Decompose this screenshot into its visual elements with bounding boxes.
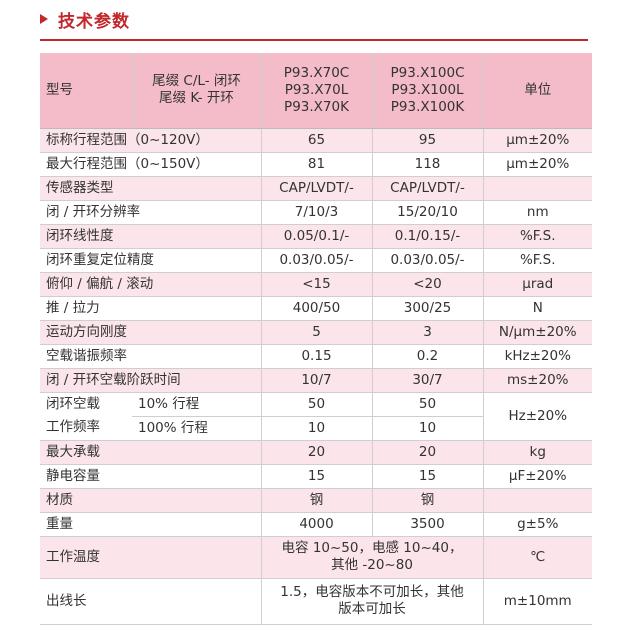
table-row: 闭环重复定位精度 0.03/0.05/- 0.03/0.05/- %F.S. [40,248,592,273]
table-row-frequency-10: 闭环空载 工作频率 10% 行程 50 50 Hz±20% [40,392,592,441]
model-column-2: P93.X100C P93.X100L P93.X100K [371,53,483,129]
model-header: 型号 [40,53,132,129]
model-column-1: P93.X70C P93.X70L P93.X70K [260,53,372,129]
table-row: 材质 钢 钢 [40,488,592,513]
table-row: 运动方向刚度 5 3 N/μm±20% [40,320,592,345]
header-rule [40,39,588,41]
frequency-unit: Hz±20% [482,392,592,441]
table-row: 静电容量 15 15 μF±20% [40,464,592,489]
spec-table: 型号 尾缀 C/L- 闭环 尾缀 K- 开环 P93.X70C P93.X70L… [40,53,592,625]
table-row: 闭 / 开环空载阶跃时间 10/7 30/7 ms±20% [40,368,592,393]
table-row: 最大行程范围（0~150V） 81 118 μm±20% [40,152,592,177]
table-row: 闭 / 开环分辨率 7/10/3 15/20/10 nm [40,200,592,225]
table-row: 推 / 拉力 400/50 300/25 N [40,296,592,321]
table-row-frequency-100: 100% 行程 10 10 [40,416,592,441]
table-row: 标称行程范围（0~120V） 65 95 μm±20% [40,128,592,153]
suffix-header: 尾缀 C/L- 闭环 尾缀 K- 开环 [131,53,261,129]
frequency-label: 闭环空载 工作频率 [40,392,132,441]
cable-value: 1.5，电容版本不可加长，其他 版本可加长 [260,578,483,625]
table-header-row: 型号 尾缀 C/L- 闭环 尾缀 K- 开环 P93.X70C P93.X70L… [40,53,592,129]
table-row: 最大承载 20 20 kg [40,440,592,465]
temperature-value: 电容 10~50，电感 10~40， 其他 -20~80 [260,536,483,579]
triangle-bullet-icon [40,14,48,24]
table-row: 俯仰 / 偏航 / 滚动 <15 <20 μrad [40,272,592,297]
table-row: 空载谐振频率 0.15 0.2 kHz±20% [40,344,592,369]
table-row-cable: 出线长 1.5，电容版本不可加长，其他 版本可加长 m±10mm [40,578,592,625]
table-row-temperature: 工作温度 电容 10~50，电感 10~40， 其他 -20~80 ℃ [40,536,592,579]
table-row: 重量 4000 3500 g±5% [40,512,592,537]
section-title: 技术参数 [58,11,130,32]
table-row: 闭环线性度 0.05/0.1/- 0.1/0.15/- %F.S. [40,224,592,249]
table-row: 传感器类型 CAP/LVDT/- CAP/LVDT/- [40,176,592,201]
section-header: 技术参数 [40,8,130,32]
unit-header: 单位 [482,53,592,129]
